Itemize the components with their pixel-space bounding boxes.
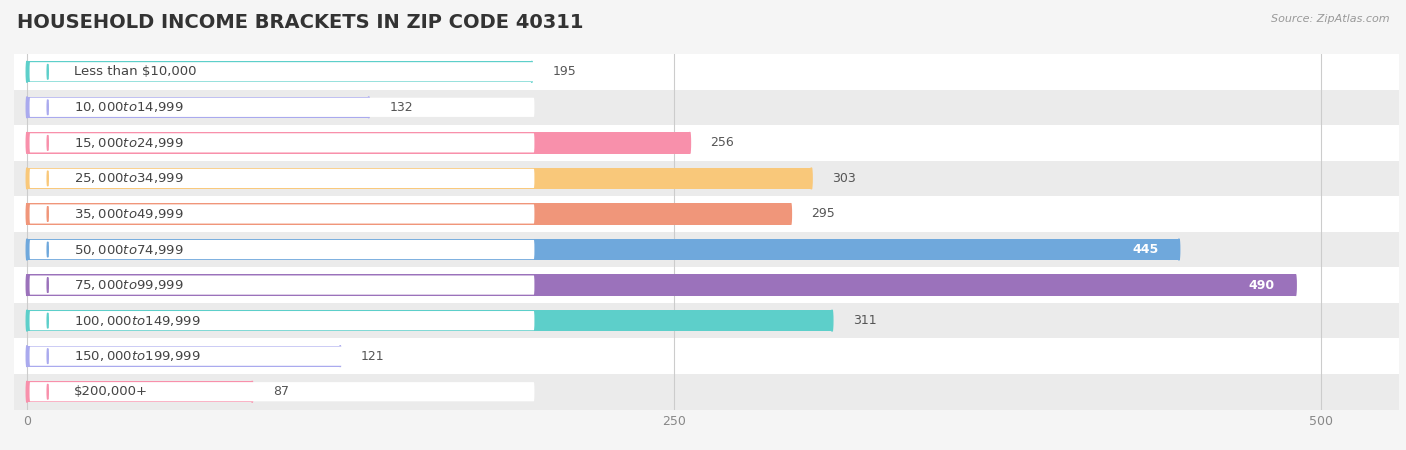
Circle shape	[531, 61, 533, 82]
Text: $75,000 to $99,999: $75,000 to $99,999	[73, 278, 183, 292]
Circle shape	[27, 239, 28, 260]
Circle shape	[27, 381, 28, 402]
Text: 121: 121	[361, 350, 385, 363]
Text: $15,000 to $24,999: $15,000 to $24,999	[73, 136, 183, 150]
Text: 295: 295	[811, 207, 835, 220]
Circle shape	[27, 168, 28, 189]
Circle shape	[1295, 274, 1296, 296]
Circle shape	[252, 381, 253, 402]
Bar	[27, 346, 340, 367]
Circle shape	[831, 310, 832, 331]
Bar	[27, 132, 690, 153]
Text: $50,000 to $74,999: $50,000 to $74,999	[73, 243, 183, 256]
Bar	[27, 168, 811, 189]
Text: 445: 445	[1132, 243, 1159, 256]
Circle shape	[27, 132, 28, 153]
FancyBboxPatch shape	[30, 169, 534, 188]
Text: $35,000 to $49,999: $35,000 to $49,999	[73, 207, 183, 221]
Circle shape	[27, 274, 28, 296]
Circle shape	[27, 97, 28, 118]
Circle shape	[27, 61, 28, 82]
FancyBboxPatch shape	[30, 204, 534, 224]
Text: 490: 490	[1249, 279, 1275, 292]
Text: 256: 256	[710, 136, 734, 149]
Text: $150,000 to $199,999: $150,000 to $199,999	[73, 349, 200, 363]
Text: Source: ZipAtlas.com: Source: ZipAtlas.com	[1271, 14, 1389, 23]
FancyBboxPatch shape	[30, 382, 534, 401]
FancyBboxPatch shape	[30, 346, 534, 366]
Bar	[27, 203, 790, 225]
Circle shape	[790, 203, 792, 225]
Bar	[14, 90, 1399, 125]
Text: 311: 311	[853, 314, 876, 327]
FancyBboxPatch shape	[30, 62, 534, 81]
Circle shape	[368, 97, 370, 118]
Circle shape	[27, 203, 28, 225]
Bar	[14, 125, 1399, 161]
Circle shape	[27, 310, 28, 331]
Text: HOUSEHOLD INCOME BRACKETS IN ZIP CODE 40311: HOUSEHOLD INCOME BRACKETS IN ZIP CODE 40…	[17, 14, 583, 32]
Text: 195: 195	[553, 65, 576, 78]
FancyBboxPatch shape	[30, 311, 534, 330]
Circle shape	[27, 346, 28, 367]
Bar	[14, 232, 1399, 267]
Text: 132: 132	[389, 101, 413, 114]
Bar	[14, 196, 1399, 232]
Bar	[27, 97, 368, 118]
Bar	[14, 267, 1399, 303]
Circle shape	[811, 168, 813, 189]
Bar	[27, 61, 531, 82]
Bar	[27, 310, 832, 331]
Bar	[14, 338, 1399, 374]
Text: $10,000 to $14,999: $10,000 to $14,999	[73, 100, 183, 114]
Bar	[27, 381, 252, 402]
Circle shape	[689, 132, 690, 153]
Bar	[27, 239, 1180, 260]
Text: 87: 87	[273, 385, 288, 398]
Text: $200,000+: $200,000+	[73, 385, 148, 398]
Bar	[14, 303, 1399, 338]
Text: $25,000 to $34,999: $25,000 to $34,999	[73, 171, 183, 185]
Text: $100,000 to $149,999: $100,000 to $149,999	[73, 314, 200, 328]
Bar	[14, 54, 1399, 90]
FancyBboxPatch shape	[30, 275, 534, 295]
Circle shape	[339, 346, 342, 367]
Text: Less than $10,000: Less than $10,000	[73, 65, 195, 78]
Bar	[14, 374, 1399, 410]
FancyBboxPatch shape	[30, 133, 534, 153]
FancyBboxPatch shape	[30, 98, 534, 117]
Bar	[27, 274, 1295, 296]
Circle shape	[1178, 239, 1180, 260]
Bar	[14, 161, 1399, 196]
Text: 303: 303	[832, 172, 856, 185]
FancyBboxPatch shape	[30, 240, 534, 259]
